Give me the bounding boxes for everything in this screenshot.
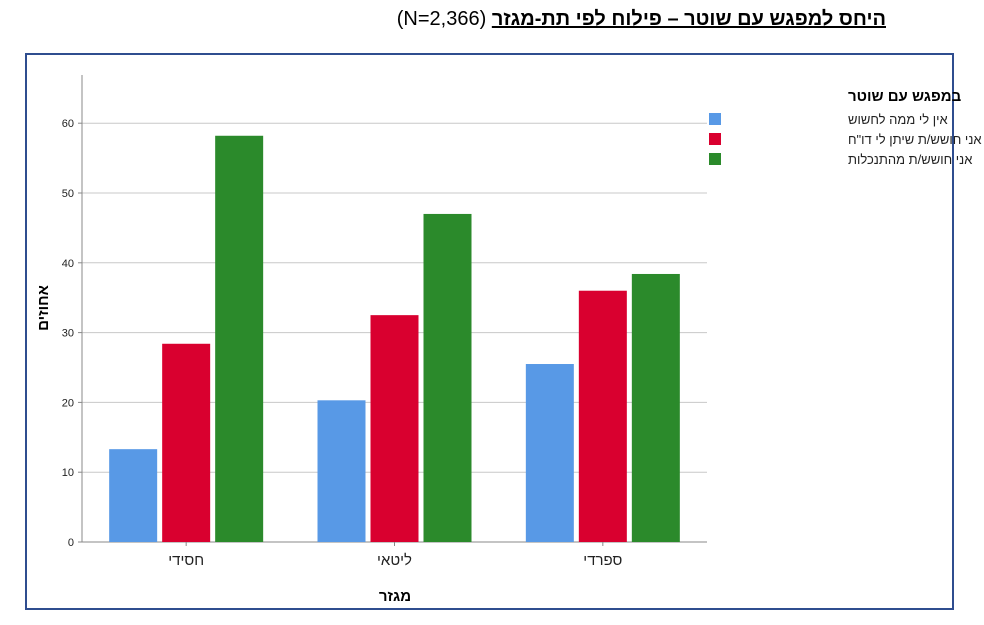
x-tick-label: חסידי	[168, 552, 204, 569]
legend-swatch	[709, 113, 721, 125]
bar	[578, 290, 627, 542]
bar	[317, 400, 366, 542]
y-tick-label: 30	[62, 328, 74, 340]
y-tick-label: 0	[68, 537, 74, 549]
bar	[423, 213, 472, 542]
x-tick-label: ליטאי	[377, 552, 412, 569]
legend-label: אין לי ממה לחשוש	[848, 112, 948, 127]
y-tick-label: 50	[62, 188, 74, 200]
legend-label: אני חושש/ת שיתן לי דו"ח	[848, 132, 982, 147]
bar	[525, 364, 574, 542]
bar	[215, 135, 264, 543]
y-axis-label: אחוזים	[35, 285, 52, 331]
y-tick-label: 40	[62, 258, 74, 270]
bar	[162, 343, 211, 542]
chart-title: היחס למפגש עם שוטר – פילוח לפי תת-מגזר (…	[397, 8, 886, 31]
y-tick-label: 10	[62, 467, 74, 479]
x-tick-label: ספרדי	[583, 552, 622, 569]
legend-swatch	[709, 133, 721, 145]
title-suffix: (N=2,366)	[396, 8, 487, 30]
x-axis-label: מגזר	[379, 588, 411, 605]
y-tick-label: 60	[62, 118, 74, 130]
legend-title: במפגש עם שוטר	[848, 88, 962, 105]
bar	[370, 315, 419, 542]
y-tick-label: 20	[62, 397, 74, 409]
legend-label: אני חושש/ת מהתנכלות	[848, 152, 972, 167]
bar	[109, 449, 158, 542]
bar	[631, 273, 680, 542]
title-main: היחס למפגש עם שוטר – פילוח לפי תת-מגזר	[491, 8, 886, 30]
chart-frame	[25, 53, 954, 610]
legend-swatch	[709, 153, 721, 165]
